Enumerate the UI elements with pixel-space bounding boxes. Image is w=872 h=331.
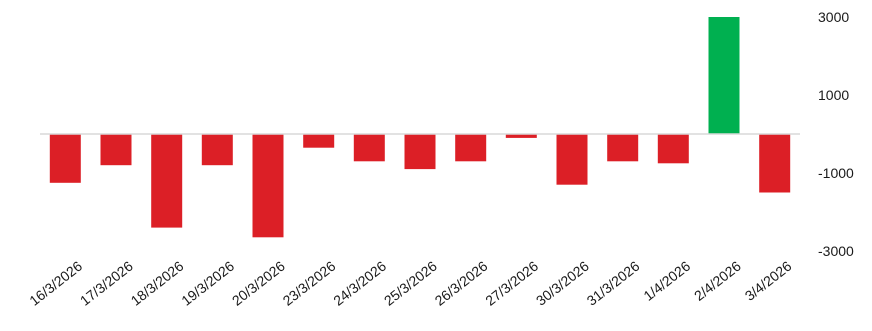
x-tick-label: 25/3/2026: [381, 258, 440, 309]
x-tick-label: 2/4/2026: [691, 258, 744, 304]
bar-17/3/2026: [100, 134, 132, 166]
y-axis-ticks: 3000 1000 -1000 -3000: [818, 9, 854, 259]
x-tick-label: 20/3/2026: [229, 258, 288, 309]
x-tick-label: 17/3/2026: [77, 258, 136, 309]
x-tick-label: 19/3/2026: [178, 258, 237, 309]
y-tick-label: -1000: [818, 165, 854, 181]
x-tick-label: 27/3/2026: [482, 258, 541, 309]
x-tick-label: 1/4/2026: [640, 258, 693, 304]
bar-23/3/2026: [303, 134, 335, 148]
bar-27/3/2026: [505, 134, 537, 138]
x-tick-label: 3/4/2026: [742, 258, 795, 304]
bar-19/3/2026: [201, 134, 233, 166]
bar-31/3/2026: [607, 134, 639, 162]
bars-group: [49, 17, 791, 238]
bar-3/4/2026: [759, 134, 791, 193]
bar-2/4/2026: [708, 17, 740, 134]
bar-18/3/2026: [151, 134, 183, 228]
x-tick-label: 30/3/2026: [533, 258, 592, 309]
x-tick-label: 18/3/2026: [128, 258, 187, 309]
bar-1/4/2026: [657, 134, 689, 164]
x-tick-label: 23/3/2026: [280, 258, 339, 309]
bar-24/3/2026: [353, 134, 385, 162]
x-axis-ticks: 16/3/202617/3/202618/3/202619/3/202620/3…: [26, 258, 794, 309]
bar-16/3/2026: [49, 134, 81, 183]
y-tick-label: -3000: [818, 243, 854, 259]
y-tick-label: 1000: [818, 87, 849, 103]
bar-20/3/2026: [252, 134, 284, 238]
x-tick-label: 24/3/2026: [330, 258, 389, 309]
bar-25/3/2026: [404, 134, 436, 170]
x-tick-label: 26/3/2026: [432, 258, 491, 309]
x-tick-label: 31/3/2026: [584, 258, 643, 309]
bar-30/3/2026: [556, 134, 588, 185]
x-tick-label: 16/3/2026: [26, 258, 85, 309]
y-tick-label: 3000: [818, 9, 849, 25]
bar-26/3/2026: [455, 134, 487, 162]
